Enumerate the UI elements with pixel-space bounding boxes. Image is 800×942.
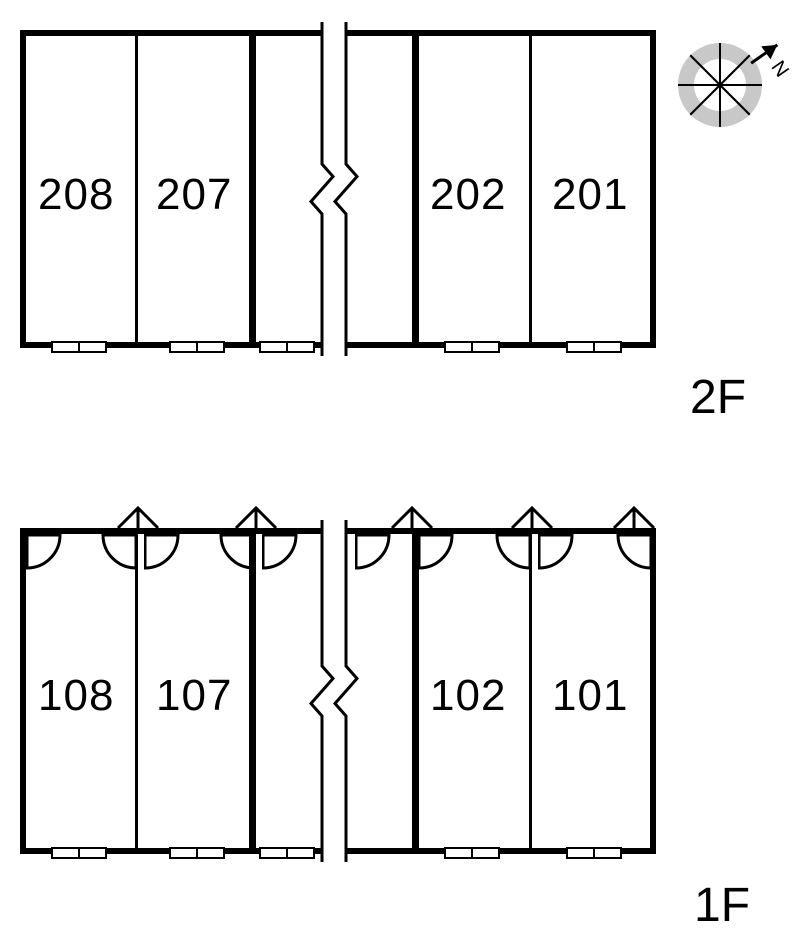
compass-north-label: N [767,57,792,81]
break-mask [322,518,346,864]
roof-vent-icon [390,506,434,530]
unit-divider [529,36,532,342]
unit-label: 102 [430,671,506,721]
sill-divider [593,847,595,859]
unit-label: 101 [552,671,628,721]
sill-divider [78,847,80,859]
door-swing-icon [101,534,139,572]
unit-divider [135,36,138,342]
unit-label: 207 [156,170,232,220]
door-swing-icon [616,534,654,572]
floor-label: 2F [690,370,746,425]
compass: N [648,13,792,157]
roof-vent-icon [612,506,656,530]
door-swing-icon [144,534,182,572]
door-swing-icon [418,534,456,572]
sill-divider [286,847,288,859]
sill-divider [286,341,288,353]
unit-divider [412,36,419,342]
sill-divider [78,341,80,353]
roof-vent-icon [234,506,278,530]
sill-divider [196,341,198,353]
floor-label: 1F [694,878,750,933]
sill-divider [471,847,473,859]
unit-divider [249,534,256,848]
unit-divider [529,534,532,848]
roof-vent-icon [510,506,554,530]
unit-label: 107 [156,671,232,721]
roof-vent-icon [116,506,160,530]
sill-divider [471,341,473,353]
unit-label: 208 [38,170,114,220]
door-swing-icon [495,534,533,572]
door-swing-icon [355,534,393,572]
sill-divider [593,341,595,353]
unit-divider [249,36,256,342]
door-swing-icon [262,534,300,572]
unit-label: 201 [552,170,628,220]
unit-divider [412,534,419,848]
door-swing-icon [538,534,576,572]
unit-label: 202 [430,170,506,220]
unit-label: 108 [38,671,114,721]
door-swing-icon [26,534,64,572]
break-mask [322,20,346,358]
sill-divider [196,847,198,859]
unit-divider [135,534,138,848]
floorplan-diagram: 208 207 202 201 2F 108 107 102 101 1F N [0,0,800,942]
